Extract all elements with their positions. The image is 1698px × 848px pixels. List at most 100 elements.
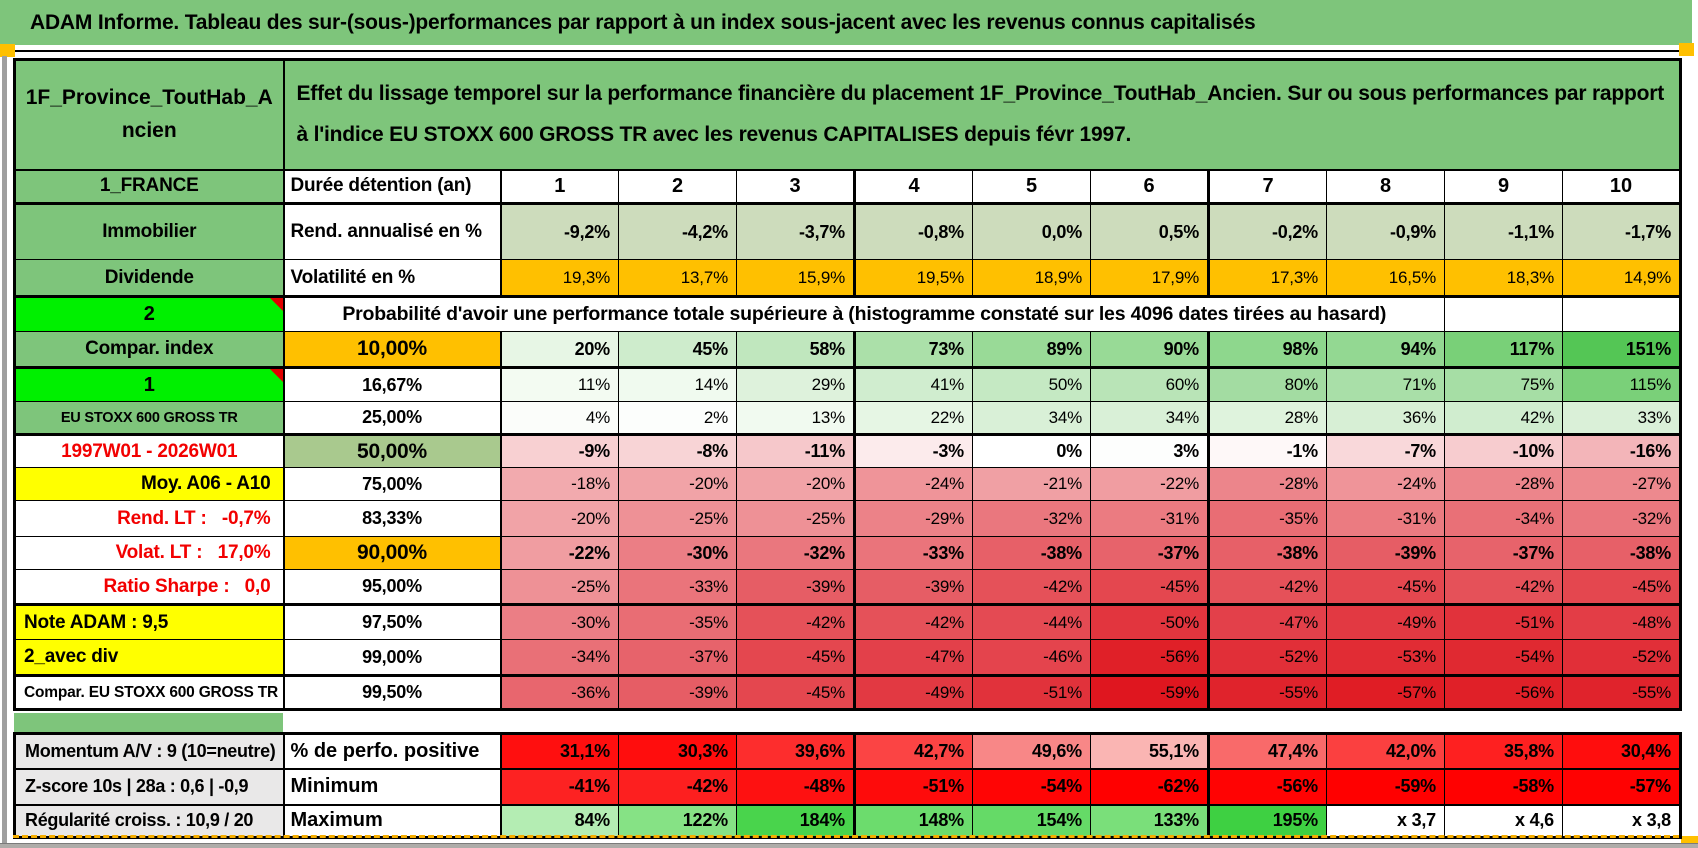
row-label-cell[interactable]: 2 bbox=[14, 296, 285, 332]
metric-cell[interactable]: 16,67% bbox=[283, 367, 502, 402]
value-cell[interactable]: -51% bbox=[854, 768, 973, 806]
value-cell[interactable]: 60% bbox=[1090, 367, 1210, 402]
value-cell[interactable]: -52% bbox=[1561, 639, 1682, 677]
value-cell[interactable]: -4,2% bbox=[618, 203, 737, 260]
value-cell[interactable]: -9,2% bbox=[500, 203, 619, 260]
value-cell[interactable]: -24% bbox=[854, 467, 973, 501]
value-cell[interactable]: 84% bbox=[500, 804, 619, 839]
value-cell[interactable]: -53% bbox=[1326, 639, 1445, 677]
column-header-cell[interactable]: 4 bbox=[854, 169, 973, 205]
value-cell[interactable]: -24% bbox=[1326, 467, 1445, 501]
value-cell[interactable]: -59% bbox=[1090, 675, 1210, 710]
value-cell[interactable]: -0,9% bbox=[1326, 203, 1445, 260]
value-cell[interactable]: 73% bbox=[854, 331, 973, 369]
value-cell[interactable]: -31% bbox=[1326, 500, 1445, 537]
value-cell[interactable]: 2% bbox=[618, 401, 737, 436]
value-cell[interactable]: 29% bbox=[736, 367, 856, 402]
value-cell[interactable]: -8% bbox=[618, 434, 737, 468]
value-cell[interactable]: -20% bbox=[736, 467, 856, 501]
value-cell[interactable]: -21% bbox=[972, 467, 1091, 501]
value-cell[interactable]: 45% bbox=[618, 331, 737, 369]
metric-cell[interactable]: 99,00% bbox=[283, 639, 502, 677]
report-title-bar[interactable]: ADAM Informe. Tableau des sur-(sous-)per… bbox=[0, 0, 1692, 45]
value-cell[interactable]: 117% bbox=[1444, 331, 1563, 369]
metric-cell[interactable]: Rend. annualisé en % bbox=[283, 203, 502, 260]
value-cell[interactable]: -42% bbox=[736, 604, 856, 640]
value-cell[interactable]: 14% bbox=[618, 367, 737, 402]
value-cell[interactable]: -16% bbox=[1561, 434, 1682, 468]
value-cell[interactable]: -46% bbox=[972, 639, 1091, 677]
value-cell[interactable]: 17,3% bbox=[1208, 259, 1327, 298]
value-cell[interactable]: -45% bbox=[1561, 569, 1682, 606]
value-cell[interactable]: 36% bbox=[1326, 401, 1445, 436]
value-cell[interactable]: -9% bbox=[500, 434, 619, 468]
value-cell[interactable]: -0,8% bbox=[854, 203, 973, 260]
value-cell[interactable]: -36% bbox=[500, 675, 619, 710]
row-label-cell[interactable]: Immobilier bbox=[14, 203, 285, 260]
value-cell[interactable]: 49,6% bbox=[972, 733, 1091, 770]
value-cell[interactable]: 154% bbox=[972, 804, 1091, 839]
value-cell[interactable]: -35% bbox=[1208, 500, 1327, 537]
value-cell[interactable]: -25% bbox=[500, 569, 619, 606]
value-cell[interactable]: 35,8% bbox=[1444, 733, 1563, 770]
value-cell[interactable]: 42% bbox=[1444, 401, 1563, 436]
row-label-cell[interactable]: Note ADAM : 9,5 bbox=[14, 604, 285, 640]
value-cell[interactable]: 19,3% bbox=[500, 259, 619, 298]
value-cell[interactable]: 31,1% bbox=[500, 733, 619, 770]
value-cell[interactable]: -55% bbox=[1208, 675, 1327, 710]
value-cell[interactable]: 22% bbox=[854, 401, 973, 436]
value-cell[interactable]: 41% bbox=[854, 367, 973, 402]
row-label-cell[interactable]: Ratio Sharpe : 0,0 bbox=[14, 569, 285, 606]
value-cell[interactable]: -1,1% bbox=[1444, 203, 1563, 260]
row-label-cell[interactable]: 1_FRANCE bbox=[14, 169, 285, 205]
value-cell[interactable]: -1,7% bbox=[1561, 203, 1682, 260]
value-cell[interactable]: -39% bbox=[1326, 536, 1445, 570]
value-cell[interactable]: -42% bbox=[1208, 569, 1327, 606]
column-header-cell[interactable]: 7 bbox=[1208, 169, 1327, 205]
value-cell[interactable]: 0,5% bbox=[1090, 203, 1210, 260]
metric-cell[interactable]: 99,50% bbox=[283, 675, 502, 710]
value-cell[interactable]: -3,7% bbox=[736, 203, 856, 260]
value-cell[interactable]: -10% bbox=[1444, 434, 1563, 468]
column-header-cell[interactable]: 3 bbox=[736, 169, 856, 205]
value-cell[interactable]: -45% bbox=[1090, 569, 1210, 606]
value-cell[interactable]: -50% bbox=[1090, 604, 1210, 640]
value-cell[interactable]: -1% bbox=[1208, 434, 1327, 468]
value-cell[interactable]: x 4,6 bbox=[1444, 804, 1563, 839]
value-cell[interactable]: -47% bbox=[854, 639, 973, 677]
row-label-cell[interactable]: Régularité croiss. : 10,9 / 20 bbox=[14, 804, 285, 839]
value-cell[interactable]: -44% bbox=[972, 604, 1091, 640]
value-cell[interactable]: -25% bbox=[618, 500, 737, 537]
value-cell[interactable]: 34% bbox=[972, 401, 1091, 436]
value-cell[interactable]: -57% bbox=[1562, 768, 1681, 806]
value-cell[interactable]: -34% bbox=[500, 639, 619, 677]
value-cell[interactable]: 184% bbox=[736, 804, 856, 839]
value-cell[interactable]: x 3,7 bbox=[1326, 804, 1445, 839]
value-cell[interactable]: -28% bbox=[1208, 467, 1327, 501]
value-cell[interactable]: 80% bbox=[1208, 367, 1327, 402]
value-cell[interactable]: -56% bbox=[1090, 639, 1210, 677]
value-cell[interactable]: 195% bbox=[1208, 804, 1327, 839]
value-cell[interactable]: -37% bbox=[618, 639, 737, 677]
value-cell[interactable]: -48% bbox=[736, 768, 856, 806]
metric-cell[interactable]: Maximum bbox=[283, 804, 502, 839]
row-label-cell[interactable]: 1997W01 - 2026W01 bbox=[14, 434, 285, 468]
value-cell[interactable]: 39,6% bbox=[736, 733, 856, 770]
value-cell[interactable]: 148% bbox=[854, 804, 973, 839]
value-cell[interactable]: -52% bbox=[1208, 639, 1327, 677]
value-cell[interactable]: -11% bbox=[736, 434, 856, 468]
row-label-cell[interactable]: 2_avec div bbox=[14, 639, 285, 677]
value-cell[interactable]: 122% bbox=[618, 804, 737, 839]
value-cell[interactable]: -42% bbox=[618, 768, 737, 806]
column-header-cell[interactable]: 1 bbox=[500, 169, 619, 205]
value-cell[interactable]: 75% bbox=[1444, 367, 1563, 402]
value-cell[interactable]: -3% bbox=[854, 434, 973, 468]
value-cell[interactable]: 16,5% bbox=[1326, 259, 1445, 298]
metric-cell[interactable]: Durée détention (an) bbox=[283, 169, 502, 205]
value-cell[interactable]: -39% bbox=[854, 569, 973, 606]
value-cell[interactable]: -54% bbox=[1444, 639, 1563, 677]
row-label-cell[interactable]: Momentum A/V : 9 (10=neutre) bbox=[14, 733, 285, 770]
value-cell[interactable]: 13,7% bbox=[618, 259, 737, 298]
row-label-cell[interactable]: Dividende bbox=[14, 259, 285, 298]
value-cell[interactable]: 133% bbox=[1090, 804, 1210, 839]
